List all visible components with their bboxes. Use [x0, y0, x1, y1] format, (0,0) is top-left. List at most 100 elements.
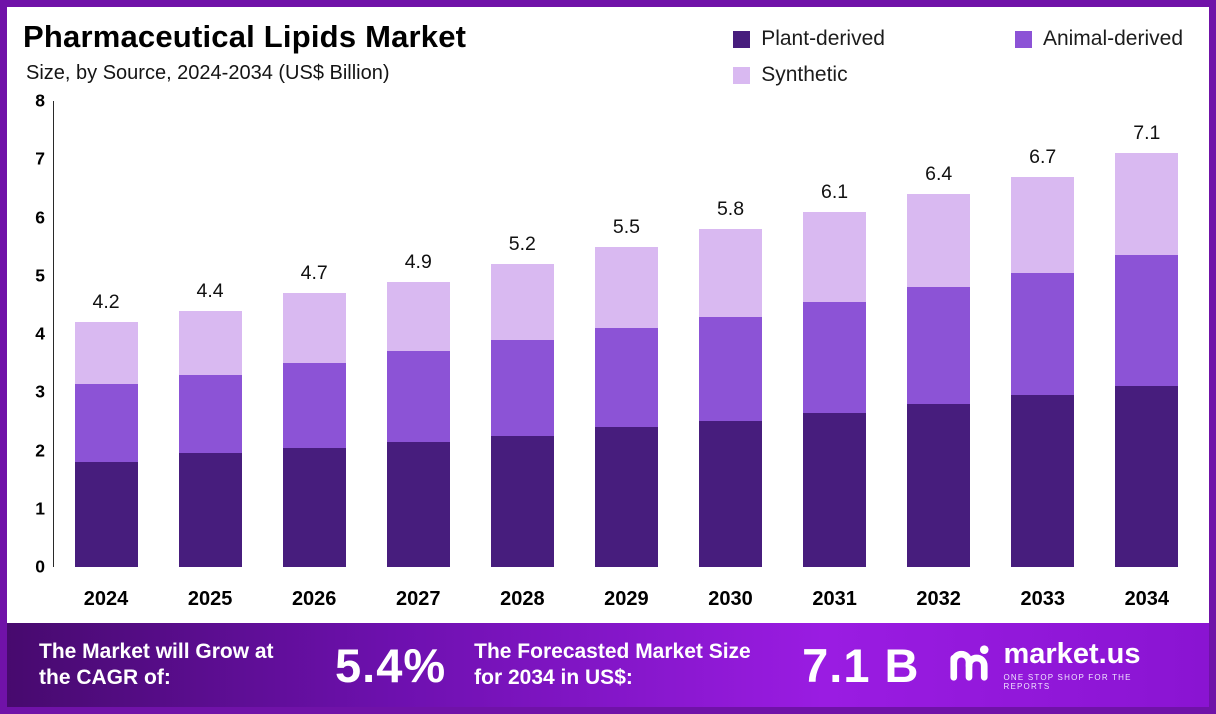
bar-segment-synthetic: [803, 211, 867, 302]
legend: Plant-derived Animal-derived Synthetic: [733, 27, 1183, 87]
bar-total-label: 4.4: [196, 279, 224, 302]
bar-column-2029: 5.5 2029: [594, 101, 658, 610]
bar-stack: [699, 229, 762, 567]
bar-segment-plant-derived: [386, 441, 450, 567]
page-subtitle: Size, by Source, 2024-2034 (US$ Billion): [26, 62, 390, 84]
bar-total-label: 4.7: [300, 262, 328, 285]
legend-item-synthetic: Synthetic: [733, 63, 885, 87]
bar-segment-plant-derived: [178, 453, 242, 567]
bar-total-label: 6.4: [925, 163, 953, 186]
x-axis-label: 2028: [500, 588, 545, 610]
bar-segment-synthetic: [178, 310, 242, 375]
bar-stack: [594, 246, 658, 567]
legend-label: Synthetic: [761, 63, 848, 86]
y-tick-label: 2: [35, 440, 45, 460]
brand-text: market.us ONE STOP SHOP FOR THE REPORTS: [1003, 637, 1177, 691]
brand-tagline: ONE STOP SHOP FOR THE REPORTS: [1003, 672, 1132, 691]
y-tick-label: 5: [35, 265, 45, 286]
bar-stack: [74, 322, 138, 567]
bar-segment-plant-derived: [1115, 386, 1179, 567]
x-axis-label: 2031: [812, 588, 857, 610]
x-axis-label: 2032: [916, 588, 961, 610]
y-axis: 0 1 2 3 4 5 6 7 8: [19, 91, 53, 577]
bar-column-2031: 6.1 2031: [803, 101, 867, 610]
bar-stack: [1011, 176, 1075, 567]
bar-column-2024: 4.2 2024: [74, 101, 138, 610]
y-tick-label: 1: [35, 498, 45, 519]
bar-stack: [386, 281, 450, 567]
x-axis-label: 2024: [83, 588, 129, 610]
legend-swatch: [733, 30, 751, 48]
y-tick-label: 7: [35, 148, 45, 169]
bar-segment-synthetic: [594, 246, 658, 329]
x-axis-label: 2030: [708, 588, 753, 610]
bar-stack: [803, 211, 867, 567]
stacked-bar-chart: 0 1 2 3 4 5 6 7 8 4.2 2024 4.4 2025 4.7 2026 4.9 2027 5.…: [7, 87, 1209, 610]
bar-segment-plant-derived: [490, 435, 554, 567]
market-us-logo-icon: [947, 643, 991, 688]
bar-segment-animal-derived: [386, 351, 450, 442]
plot-area: 4.2 2024 4.4 2025 4.7 2026 4.9 2027 5.2 2028 5.5 20…: [53, 101, 1199, 610]
bar-segment-plant-derived: [699, 421, 762, 567]
brand: market.us ONE STOP SHOP FOR THE REPORTS: [947, 637, 1177, 691]
bar-segment-synthetic: [282, 293, 346, 364]
bar-segment-plant-derived: [803, 412, 867, 567]
chart-header: Pharmaceutical Lipids Market Size, by So…: [7, 7, 1209, 87]
x-axis-label: 2026: [291, 588, 337, 610]
bar-segment-plant-derived: [282, 447, 346, 567]
bar-stack: [490, 264, 554, 567]
bar-segment-animal-derived: [490, 339, 554, 436]
x-axis-label: 2029: [604, 588, 649, 610]
bar-segment-animal-derived: [178, 374, 242, 454]
bar-segment-synthetic: [699, 229, 762, 317]
bar-column-2027: 4.9 2027: [386, 101, 450, 610]
bar-total-label: 5.8: [716, 198, 745, 221]
legend-swatch: [1014, 30, 1032, 48]
legend-item-plant-derived: Plant-derived: [733, 27, 885, 51]
bar-segment-animal-derived: [1011, 272, 1075, 396]
bar-total-label: 5.5: [612, 215, 640, 238]
bar-total-label: 5.2: [508, 233, 536, 256]
bar-total-label: 6.7: [1029, 145, 1057, 168]
page-title: Pharmaceutical Lipids Market: [23, 19, 467, 54]
y-tick-label: 3: [35, 381, 45, 402]
bar-stack: [1115, 153, 1179, 567]
bar-segment-plant-derived: [594, 427, 658, 567]
bar-segment-animal-derived: [699, 316, 762, 422]
cagr-value: 5.4%: [335, 638, 447, 692]
y-tick-label: 4: [35, 323, 45, 344]
title-block: Pharmaceutical Lipids Market Size, by So…: [23, 19, 466, 85]
legend-swatch: [733, 66, 751, 84]
bar-column-2034: 7.1 2034: [1115, 101, 1179, 610]
bar-stack: [282, 293, 346, 567]
bar-total-label: 6.1: [821, 180, 849, 203]
x-axis-label: 2033: [1020, 588, 1065, 610]
bar-column-2030: 5.8 2030: [699, 101, 762, 610]
bar-segment-plant-derived: [907, 403, 971, 567]
bar-segment-synthetic: [907, 194, 971, 288]
bar-stack: [178, 310, 242, 567]
y-tick-label: 0: [35, 556, 45, 577]
bar-column-2033: 6.7 2033: [1011, 101, 1075, 610]
bar-segment-animal-derived: [803, 301, 867, 413]
bar-segment-synthetic: [490, 264, 554, 340]
bar-segment-synthetic: [1115, 153, 1179, 256]
bar-segment-animal-derived: [594, 328, 658, 428]
y-tick-label: 8: [35, 90, 45, 111]
bar-total-label: 4.9: [404, 250, 432, 273]
bar-column-2032: 6.4 2032: [907, 101, 971, 610]
brand-name: market.us: [1003, 637, 1141, 670]
bar-stack: [907, 194, 971, 567]
bar-column-2028: 5.2 2028: [490, 101, 554, 610]
cagr-label: The Market will Grow at the CAGR of:: [39, 640, 274, 689]
x-axis-label: 2034: [1124, 588, 1170, 610]
x-axis-label: 2027: [396, 588, 441, 610]
y-tick-label: 6: [35, 207, 45, 227]
bar-segment-animal-derived: [1115, 255, 1179, 387]
bar-segment-synthetic: [386, 281, 450, 352]
bar-column-2026: 4.7 2026: [282, 101, 346, 610]
bar-segment-animal-derived: [907, 287, 971, 404]
bar-segment-plant-derived: [74, 462, 138, 567]
legend-label: Plant-derived: [761, 27, 885, 50]
